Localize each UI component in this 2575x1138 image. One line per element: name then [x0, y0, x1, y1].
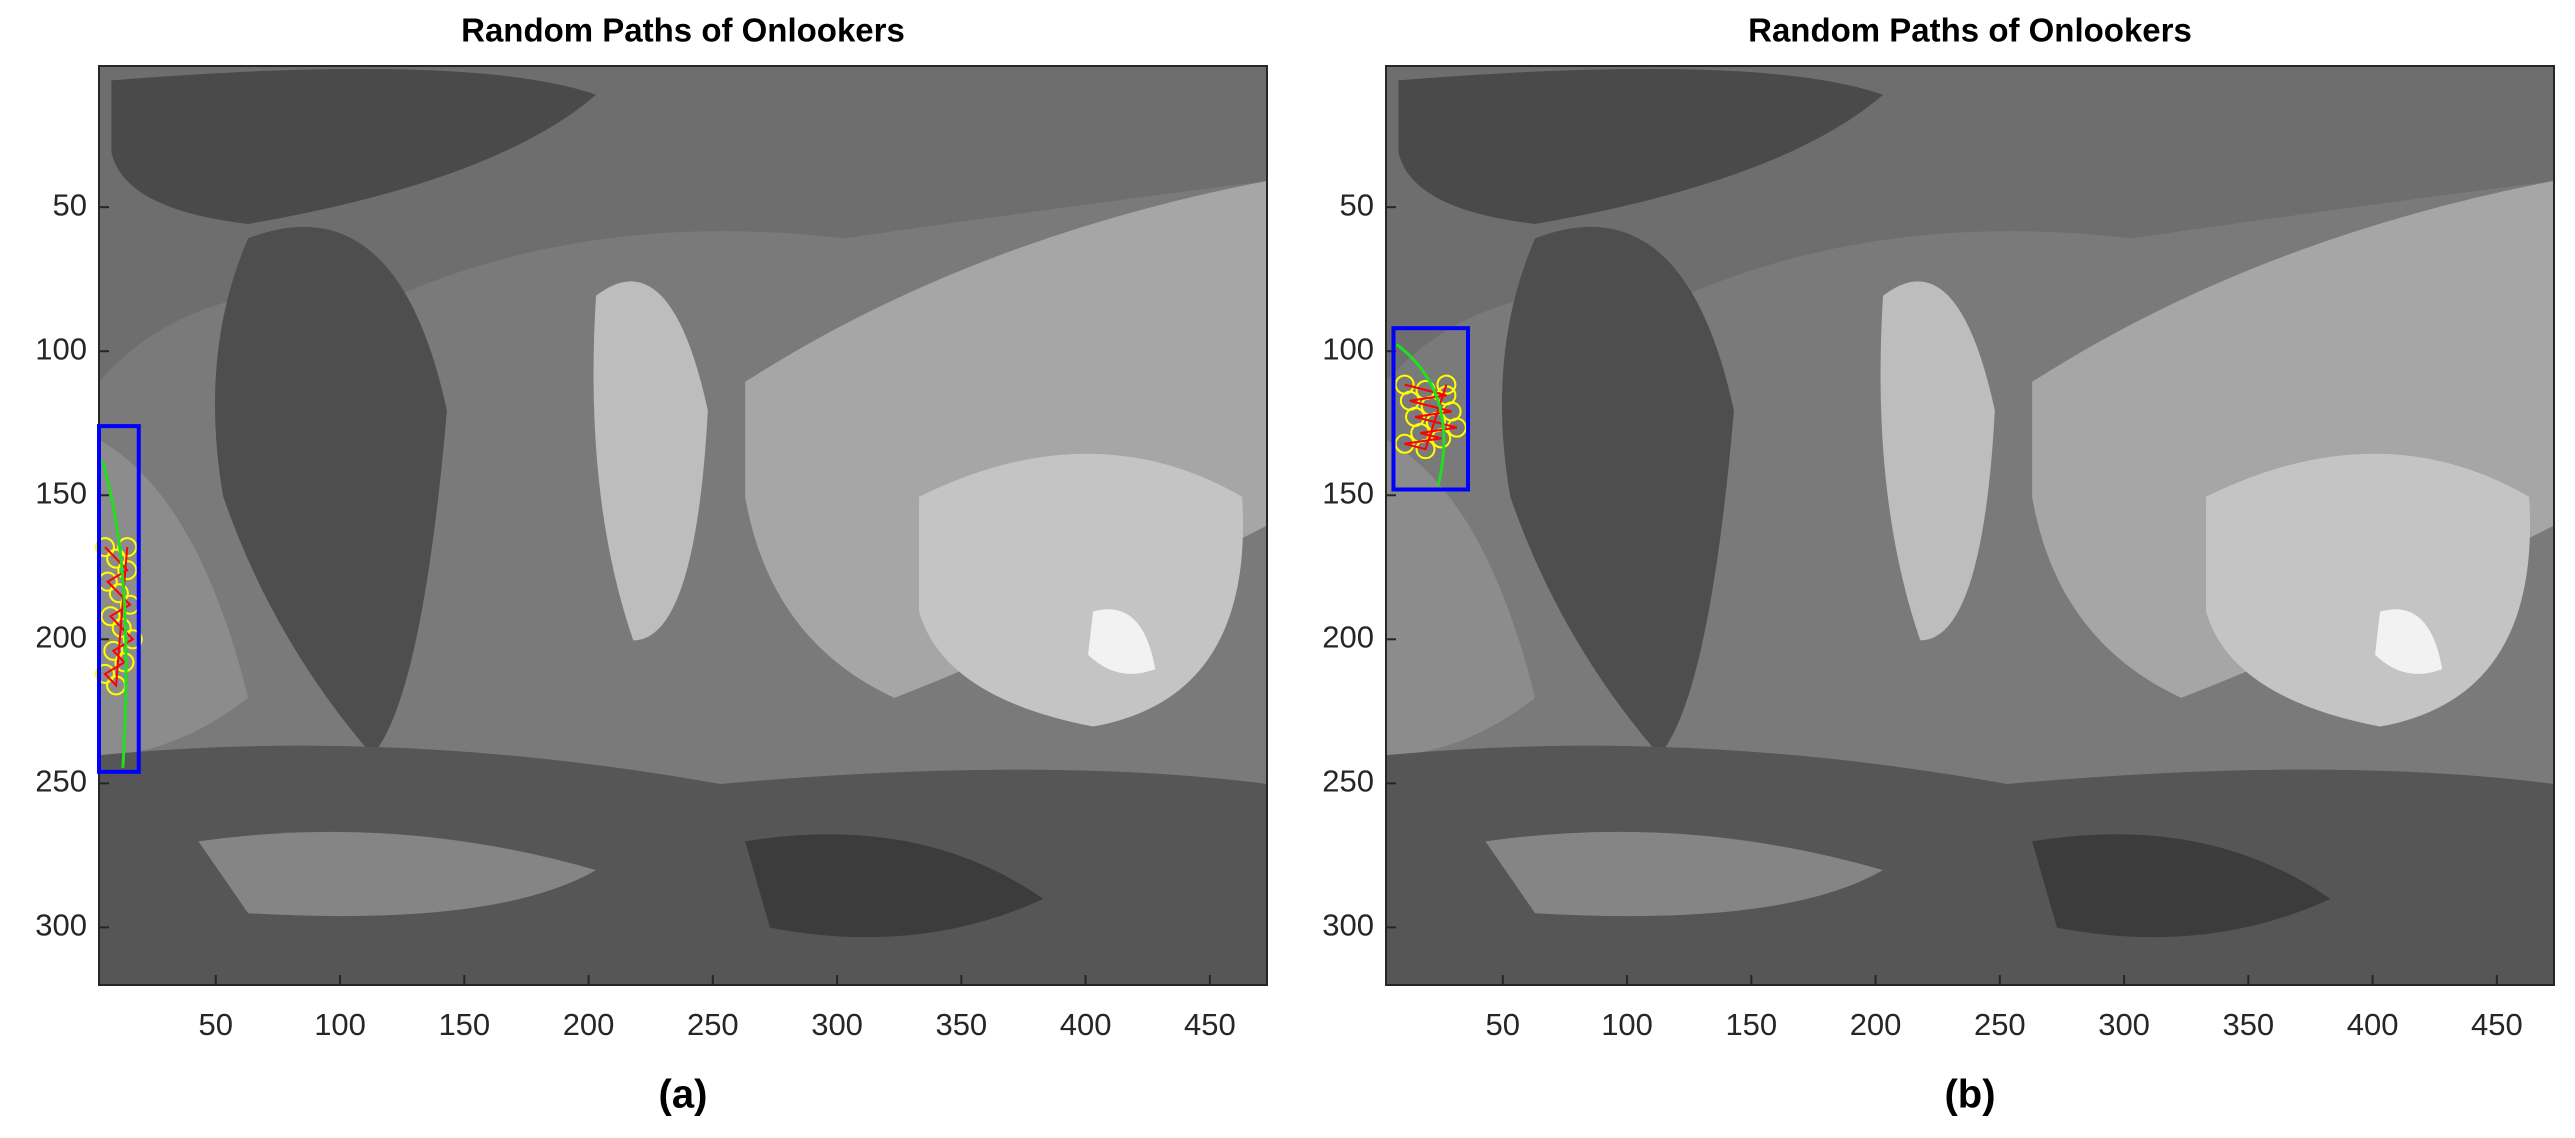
x-tick-label: 100 — [1601, 1007, 1653, 1042]
caption: (b) — [1944, 1073, 1995, 1117]
x-tick-label: 300 — [2098, 1007, 2150, 1042]
onlooker — [106, 548, 127, 569]
x-tick-label: 150 — [438, 1007, 490, 1042]
y-tick-label: 150 — [35, 475, 87, 510]
boundary — [1395, 343, 1446, 486]
onlooker — [122, 629, 143, 650]
image — [99, 66, 1267, 985]
onlooker — [1436, 374, 1457, 395]
onlooker-paths — [1394, 343, 1467, 486]
x-tick-label: 450 — [2471, 1007, 2523, 1042]
x-tick-label: 50 — [1486, 1007, 1520, 1042]
onlooker — [1394, 433, 1415, 454]
caption: (a) — [659, 1073, 708, 1117]
x-tick-label: 400 — [1060, 1007, 1112, 1042]
x-tick-label: 350 — [935, 1007, 987, 1042]
onlooker — [1446, 417, 1467, 438]
x-tick-label: 50 — [199, 1007, 233, 1042]
y-tick-label: 200 — [35, 619, 87, 654]
onlooker-paths — [94, 460, 143, 768]
x-tick-label: 250 — [1974, 1007, 2026, 1042]
x-tick-label: 250 — [687, 1007, 739, 1042]
x-tick-label: 350 — [2222, 1007, 2274, 1042]
onlooker-trace — [103, 546, 135, 688]
x-tick-label: 450 — [1184, 1007, 1236, 1042]
search-box — [1391, 326, 1471, 492]
x-tick-label: 150 — [1725, 1007, 1777, 1042]
onlooker — [94, 537, 115, 558]
y-tick-label: 200 — [1322, 619, 1374, 654]
y-tick-label: 250 — [35, 764, 87, 799]
chart-title: Random Paths of Onlookers — [461, 12, 905, 49]
y-tick-label: 300 — [35, 908, 87, 943]
onlooker — [117, 560, 138, 581]
x-tick-label: 300 — [811, 1007, 863, 1042]
y-tick-label: 100 — [35, 331, 87, 366]
onlooker — [100, 606, 121, 627]
chart-title: Random Paths of Onlookers — [1748, 12, 2192, 49]
onlooker — [114, 652, 135, 673]
x-tick-label: 200 — [1850, 1007, 1902, 1042]
x-tick-label: 100 — [314, 1007, 366, 1042]
onlooker-trace — [1404, 383, 1458, 451]
y-tick-label: 300 — [1322, 908, 1374, 943]
y-tick-label: 100 — [1322, 331, 1374, 366]
x-tick-label: 400 — [2347, 1007, 2399, 1042]
y-tick-label: 50 — [53, 187, 87, 222]
y-tick-label: 150 — [1322, 475, 1374, 510]
onlooker — [94, 663, 115, 684]
y-tick-label: 50 — [1340, 187, 1374, 222]
boundary — [100, 460, 128, 768]
image — [1386, 66, 2554, 985]
axes-frame — [1385, 65, 2555, 986]
search-box — [97, 424, 141, 774]
x-tick-label: 200 — [563, 1007, 615, 1042]
y-tick-label: 250 — [1322, 764, 1374, 799]
onlooker — [108, 583, 129, 604]
onlooker — [103, 640, 124, 661]
